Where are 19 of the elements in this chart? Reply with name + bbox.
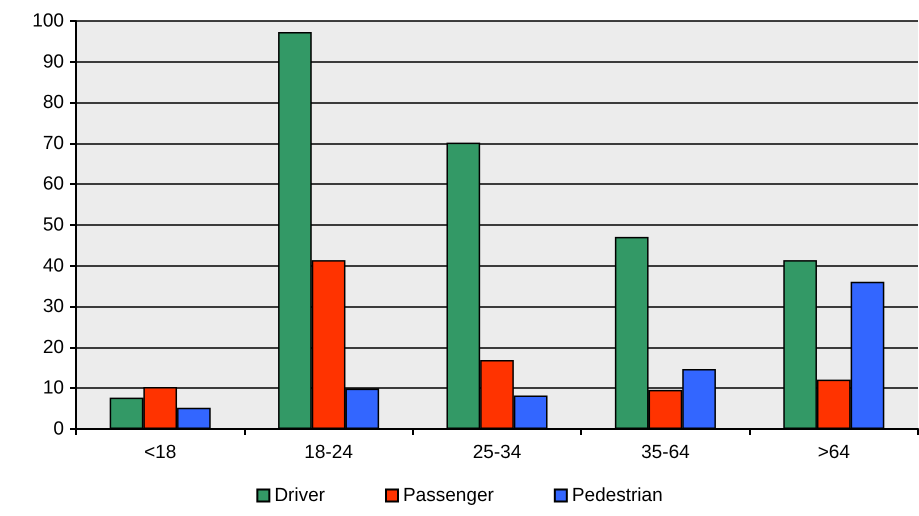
legend-label: Driver [274, 485, 326, 506]
y-tick-label: 100 [32, 10, 64, 32]
y-tick-label: 80 [42, 92, 64, 114]
x-tick-label: >64 [818, 442, 850, 463]
x-tick-label: 35-64 [641, 442, 690, 463]
legend-label: Pedestrian [572, 485, 663, 506]
y-tick-label: 40 [42, 255, 64, 276]
y-tick-label: 30 [42, 296, 64, 318]
x-tick-label: <18 [144, 442, 176, 463]
x-tick-label: 25-34 [472, 442, 522, 463]
y-tick-label: 0 [53, 418, 64, 440]
y-tick-label: 90 [42, 51, 64, 72]
y-tick-label: 60 [42, 174, 64, 195]
legend-label: Passenger [402, 485, 495, 506]
y-tick-label: 50 [42, 214, 64, 236]
x-tick-label: 18-24 [304, 442, 354, 463]
y-tick-label: 10 [42, 378, 64, 399]
y-tick-label: 20 [42, 336, 64, 358]
y-tick-label: 70 [42, 132, 64, 154]
